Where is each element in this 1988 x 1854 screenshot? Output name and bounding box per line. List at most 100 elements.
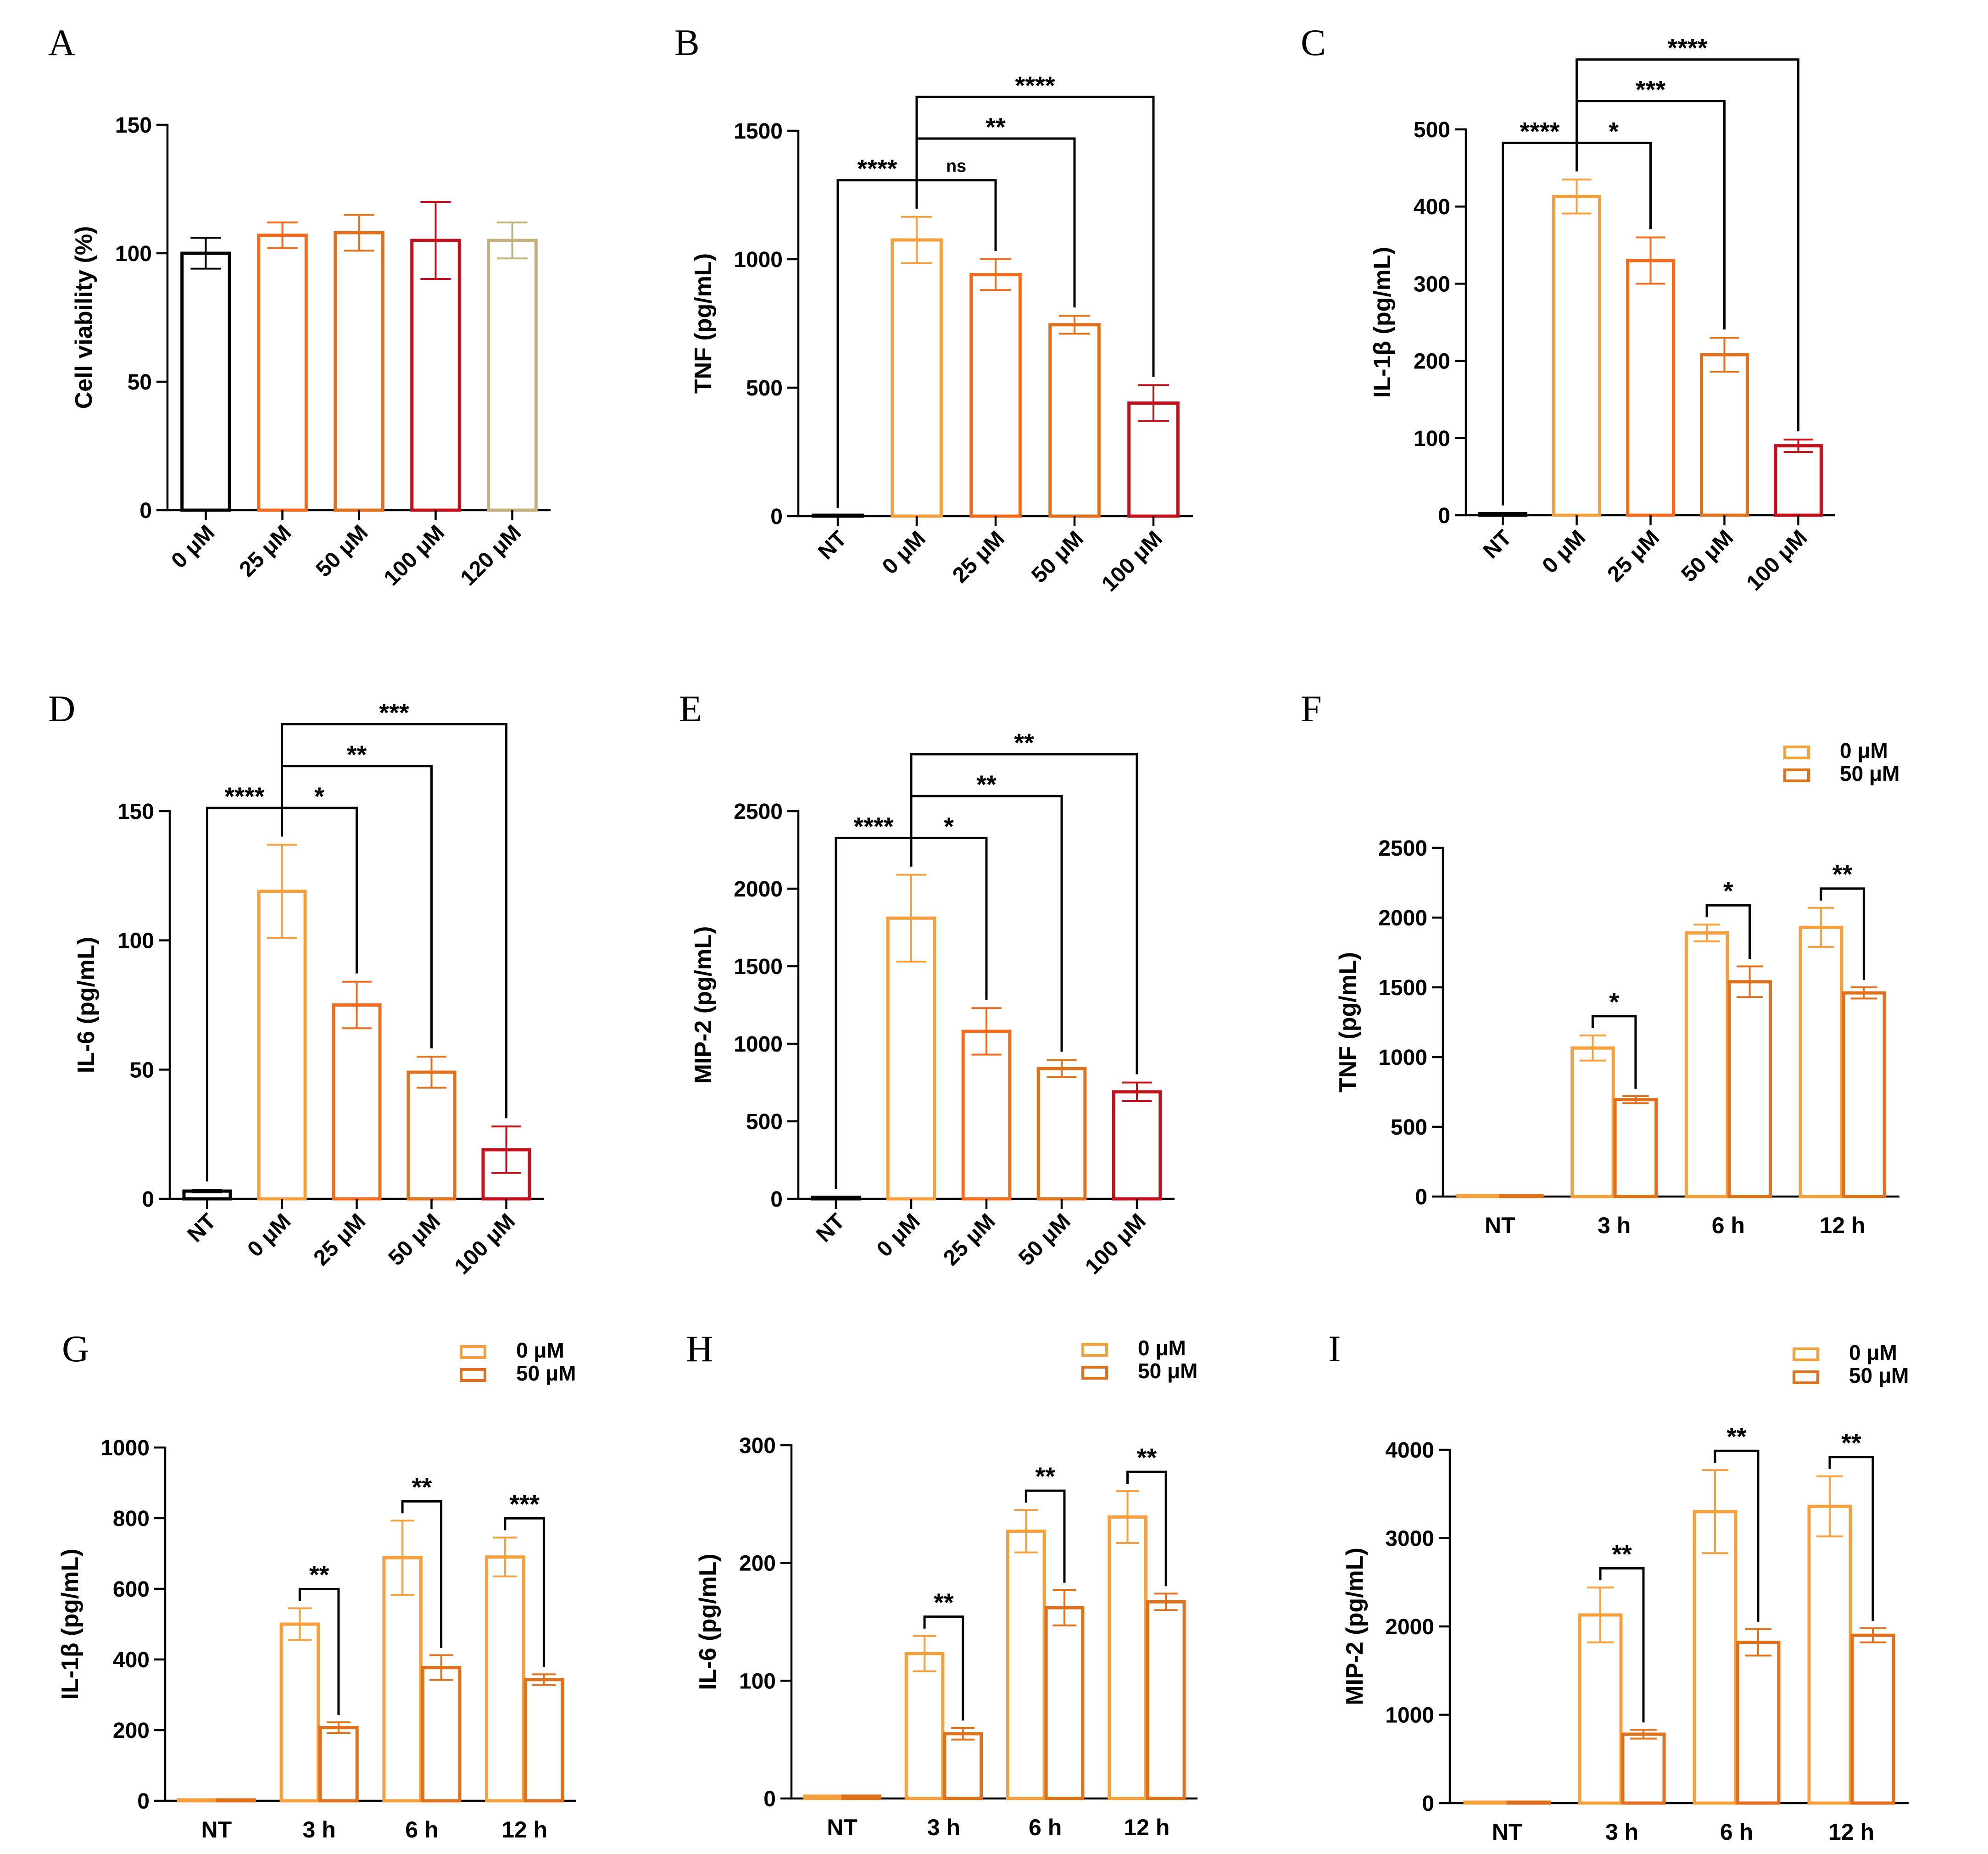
bar [1112, 1090, 1162, 1201]
panel-letter: B [674, 22, 700, 63]
x-tick-label: 100 μM [1097, 526, 1167, 596]
bar [1036, 1067, 1087, 1201]
x-tick-label: 3 h [1598, 1213, 1631, 1238]
y-tick-label: 2000 [1378, 906, 1427, 930]
significance-label: ns [946, 157, 966, 176]
y-tick-label: 0 [770, 505, 783, 529]
significance-bracket [1025, 1489, 1066, 1583]
x-tick-label: 100 μM [379, 520, 450, 590]
significance-bracket [1599, 1567, 1645, 1723]
bar [841, 1794, 881, 1800]
significance-label: * [1609, 117, 1619, 145]
significance-label: **** [1667, 33, 1707, 62]
x-tick-label: 12 h [1828, 1819, 1874, 1845]
significance-label: **** [857, 154, 897, 183]
bar [1613, 1098, 1658, 1198]
bar [410, 239, 461, 512]
x-tick-label: NT [827, 1815, 858, 1840]
bar [1727, 980, 1772, 1198]
bar [943, 1732, 983, 1800]
significance-label: * [1609, 987, 1619, 1016]
bar [1108, 1515, 1147, 1800]
legend-swatch [1081, 1343, 1108, 1357]
panel-F: F 0 500 1000 1500 2000 2500 TNF (pg/mL) NT 3 h 6 h… [1301, 688, 1899, 1238]
y-tick-label: 0 [770, 1187, 783, 1212]
significance-label: ** [934, 1588, 954, 1617]
panel-E: E 0 500 1000 1500 2000 2500 MIP-2 (pg/mL) NT 0 μM… [679, 688, 1175, 1279]
x-tick-label: 12 h [1124, 1815, 1169, 1840]
panel-B: B 0 500 1000 1500 TNF (pg/mL) NT 0 μM 25 μM 50 μM… [674, 22, 1193, 596]
panel-I: I 0 1000 2000 3000 4000 MIP-2 (pg/mL) NT 3 h 6 h 1… [1328, 1328, 1909, 1845]
bar [180, 251, 231, 512]
legend-swatch [1783, 768, 1810, 782]
x-tick-label: 12 h [501, 1817, 547, 1843]
panel-letter: H [686, 1328, 713, 1370]
y-tick-label: 300 [739, 1434, 776, 1458]
x-tick-label: 25 μM [948, 526, 1009, 588]
panel-A: A 0 50 100 150 Cell viability (%) 0 μM 25 μM 50 … [48, 22, 551, 590]
y-tick-label: 1000 [1378, 1046, 1427, 1070]
bar [1499, 1194, 1544, 1198]
y-tick-label: 1500 [734, 119, 783, 144]
y-tick-label: 150 [115, 113, 152, 138]
significance-label: **** [224, 782, 264, 811]
legend-swatch [1793, 1347, 1819, 1361]
significance-bracket [401, 1500, 443, 1648]
panel-letter: C [1301, 22, 1326, 63]
significance-label: * [314, 782, 324, 811]
significance-label: ** [976, 770, 997, 799]
bar [1506, 1800, 1551, 1805]
bar [1552, 195, 1601, 517]
y-axis-label: TNF (pg/mL) [1335, 952, 1361, 1092]
bar [1700, 353, 1749, 517]
y-tick-label: 1000 [734, 1032, 783, 1057]
bar [1456, 1194, 1501, 1198]
legend-swatch [460, 1345, 486, 1359]
significance-label: * [1723, 876, 1733, 905]
y-tick-label: 200 [1414, 350, 1450, 374]
significance-label: ** [1612, 1539, 1632, 1568]
y-tick-label: 400 [113, 1648, 150, 1672]
y-tick-label: 600 [113, 1577, 150, 1602]
x-tick-label: 6 h [1029, 1815, 1062, 1840]
x-tick-label: 100 μM [450, 1209, 520, 1279]
significance-bracket [1820, 887, 1865, 980]
bar [1693, 1510, 1737, 1805]
y-tick-label: 2000 [1385, 1615, 1434, 1639]
y-axis-label: IL-6 (pg/mL) [695, 1553, 721, 1690]
y-axis-label: TNF (pg/mL) [690, 253, 717, 394]
x-tick-label: 25 μM [235, 520, 296, 582]
significance-bracket [1714, 1449, 1760, 1622]
y-tick-label: 1000 [100, 1436, 150, 1460]
panel-letter: F [1301, 688, 1322, 729]
significance-label: ** [1035, 1462, 1055, 1491]
y-tick-label: 2500 [734, 800, 783, 824]
significance-label: **** [1015, 71, 1055, 100]
legend-label: 0 μM [516, 1338, 564, 1362]
x-tick-label: NT [1479, 525, 1517, 563]
significance-label: *** [509, 1489, 540, 1518]
panel-letter: E [679, 688, 702, 729]
significance-bracket [1576, 58, 1799, 432]
y-tick-label: 50 [128, 370, 152, 395]
x-tick-label: 6 h [1712, 1213, 1745, 1238]
bar [1478, 512, 1527, 517]
panel-letter: A [48, 22, 75, 63]
y-tick-label: 1000 [1385, 1704, 1434, 1728]
y-tick-label: 50 [130, 1058, 154, 1082]
bar [904, 1652, 945, 1800]
legend-label: 50 μM [1138, 1359, 1197, 1383]
x-tick-label: 100 μM [1742, 525, 1812, 596]
x-tick-label: 12 h [1820, 1213, 1865, 1238]
x-tick-label: 50 μM [384, 1209, 445, 1270]
x-tick-label: 50 μM [312, 520, 373, 582]
x-tick-label: NT [813, 526, 852, 564]
panel-D: D 0 50 100 150 IL-6 (pg/mL) NT 0 μM 25 μM 50 μM 10… [48, 688, 544, 1279]
bar [1842, 991, 1886, 1198]
significance-label: ** [1137, 1443, 1157, 1472]
y-tick-label: 0 [1438, 504, 1450, 528]
bar [1048, 323, 1101, 518]
bar [257, 234, 308, 512]
bar [1807, 1504, 1852, 1805]
x-tick-label: 0 μM [243, 1209, 295, 1262]
